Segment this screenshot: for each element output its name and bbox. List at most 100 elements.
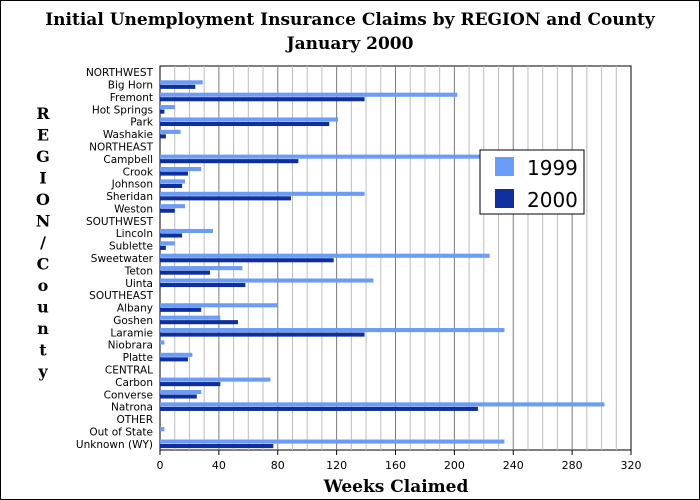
x-tick-label: 160 <box>385 459 406 472</box>
bar-1999 <box>160 117 339 122</box>
bar-1999 <box>160 352 193 357</box>
legend-swatch-1999 <box>495 157 514 176</box>
category-label: Fremont <box>110 92 153 104</box>
category-label: OTHER <box>116 414 153 426</box>
category-label: NORTHWEST <box>86 67 154 79</box>
bar-2000 <box>160 332 365 337</box>
category-label: Sheridan <box>106 191 153 203</box>
bar-2000 <box>160 282 246 288</box>
bar-1999 <box>160 166 202 172</box>
bar-2000 <box>160 196 291 201</box>
bar-2000 <box>160 121 330 127</box>
bar-1999 <box>160 315 221 320</box>
bar-1999 <box>160 340 165 345</box>
bar-2000 <box>160 357 188 362</box>
y-axis-label-char: R <box>36 104 50 123</box>
category-label: Johnson <box>111 179 153 191</box>
y-axis-label-char: / <box>40 233 46 252</box>
bar-1999 <box>160 253 490 258</box>
legend-label-1999: 1999 <box>527 156 578 180</box>
bar-2000 <box>160 183 183 188</box>
bar-2000 <box>160 270 211 275</box>
x-tick-label: 240 <box>503 459 524 472</box>
x-axis-label: Weeks Claimed <box>323 477 469 497</box>
category-label: SOUTHWEST <box>86 216 154 228</box>
bar-2000 <box>160 134 166 139</box>
legend: 1999 2000 <box>479 149 585 215</box>
category-label: Crook <box>123 166 154 178</box>
bar-1999 <box>160 278 374 283</box>
category-label: Sublette <box>109 241 153 253</box>
category-label: Campbell <box>103 154 153 166</box>
bar-1999 <box>160 228 213 234</box>
bar-1999 <box>160 80 203 85</box>
x-tick-label: 80 <box>271 459 285 472</box>
category-label: Carbon <box>115 377 153 389</box>
bar-1999 <box>160 129 181 134</box>
bar-2000 <box>160 233 183 238</box>
x-tick-label: 320 <box>621 459 642 472</box>
x-tick-label: 280 <box>562 459 583 472</box>
y-axis-label-char: O <box>36 190 50 209</box>
chart-title-block: Initial Unemployment Insurance Claims by… <box>0 8 700 56</box>
category-label: Lincoln <box>116 228 153 240</box>
bar-2000 <box>160 406 478 411</box>
bar-1999 <box>160 389 202 395</box>
y-axis-label-char: C <box>37 255 50 274</box>
category-label: CENTRAL <box>105 364 153 376</box>
bar-2000 <box>160 307 202 312</box>
bar-1999 <box>160 266 243 271</box>
bar-1999 <box>160 191 365 196</box>
bar-1999 <box>160 154 502 159</box>
bar-2000 <box>160 97 365 102</box>
bar-1999 <box>160 377 271 382</box>
bar-2000 <box>160 320 239 325</box>
bar-1999 <box>160 303 278 308</box>
bar-1999 <box>160 241 175 246</box>
bar-2000 <box>160 208 175 213</box>
bar-2000 <box>160 245 166 250</box>
bar-1999 <box>160 427 165 432</box>
category-label: Uinta <box>125 278 153 290</box>
category-label: Weston <box>114 203 153 215</box>
y-axis-label-char: I <box>39 169 46 188</box>
y-axis-label-char: t <box>39 341 47 360</box>
bar-2000 <box>160 444 274 449</box>
bar-2000 <box>160 171 188 176</box>
chart-title: Initial Unemployment Insurance Claims by… <box>45 10 655 30</box>
bar-2000 <box>160 258 334 263</box>
category-label: Washakie <box>103 129 153 141</box>
legend-label-2000: 2000 <box>527 188 578 212</box>
bar-2000 <box>160 109 165 114</box>
bar-1999 <box>160 402 605 407</box>
bar-1999 <box>160 439 505 444</box>
category-label: Hot Springs <box>92 104 153 116</box>
bar-1999 <box>160 105 175 110</box>
category-label: Teton <box>124 265 153 277</box>
y-axis-label-char: E <box>37 126 49 145</box>
category-label: Laramie <box>110 327 153 339</box>
category-label: SOUTHEAST <box>89 290 153 302</box>
bar-2000 <box>160 394 197 399</box>
category-label: Niobrara <box>108 340 153 352</box>
x-tick-label: 40 <box>212 459 226 472</box>
category-label: Converse <box>104 389 153 401</box>
category-label: Big Horn <box>108 80 153 92</box>
category-label: Platte <box>123 352 153 364</box>
category-label: Park <box>130 117 154 129</box>
y-axis-label-char: G <box>36 147 50 166</box>
category-label: NORTHEAST <box>89 142 153 154</box>
category-label: Natrona <box>111 402 153 414</box>
bar-1999 <box>160 92 458 97</box>
category-label: Goshen <box>113 315 153 327</box>
bar-1999 <box>160 204 186 209</box>
bar-1999 <box>160 328 505 333</box>
y-axis-label-char: y <box>37 362 48 381</box>
bar-2000 <box>160 382 221 387</box>
chart-subtitle: January 2000 <box>286 34 414 54</box>
y-axis-label-char: n <box>37 319 49 338</box>
y-axis-label-char: N <box>36 212 51 231</box>
bar-1999 <box>160 179 186 184</box>
x-tick-label: 120 <box>326 459 347 472</box>
